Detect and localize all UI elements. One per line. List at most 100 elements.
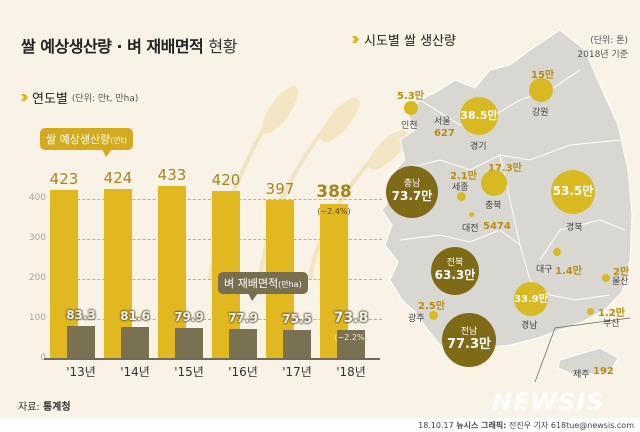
name-gangwon: 강원 [532,108,549,118]
bubble-chungbuk [481,170,507,196]
name-gwangju: 광주 [408,314,425,324]
yearly-unit: (단위: 만t, 만ha) [71,94,139,104]
bar-area-2016 [229,329,257,359]
source-label: 자료: [18,402,40,413]
production-change-2018: (−2.4%) [317,207,351,216]
bullet-icon [21,94,28,101]
bar-area-2014 [121,327,149,359]
callout-unit: (만ha) [278,280,302,289]
bubble-name: 전남 [460,326,478,337]
value-production-2018: 388 [316,182,352,202]
basis-label: 2018년 기준 [577,50,628,60]
bullet-icon [352,36,359,43]
ytick: 300 [28,233,46,243]
credit-author: 전진우 기자 618tue@newsis.com [508,421,634,430]
bubble-daejeon [469,212,474,217]
credit-org: 뉴시스 그래픽: [456,421,507,430]
bubble-ulsan [602,274,610,282]
bubble-jeonnam: 전남 77.3만 [442,313,496,367]
callout-label: 쌀 예상생산량 [46,133,111,146]
name-daejeon: 대전 [462,224,479,234]
value-production-2013: 423 [49,170,79,188]
value-production-2015: 433 [157,166,187,184]
ytick: 0 [16,353,46,363]
bubble-gyeonggi: 38.5만 [460,97,498,135]
name-ulsan: 울산 [612,277,629,287]
title-main: 쌀 예상생산량 · 벼 재배면적 [21,37,204,56]
ytick: 100 [28,313,46,323]
value-production-2014: 424 [103,169,133,187]
value-area-2015: 79.9 [174,310,204,324]
x-label: '16년 [228,365,258,379]
value-area-2018: 73.8 [333,310,369,326]
regional-heading: 시도별 쌀 생산량 [352,30,456,49]
bar-area-2017 [283,330,311,359]
bar-area-2015 [175,328,203,359]
value-daejeon: 5474 [483,221,511,232]
x-label: '15년 [174,365,204,379]
legend-callout-area: 벼 재배면적(만ha) [218,272,308,301]
regional-unit: (단위: 톤) 2018년 기준 [577,34,628,62]
bubble-busan [587,308,594,315]
bubble-incheon [404,101,418,115]
value-incheon: 5.3만 [397,91,424,102]
value-area-2016: 77.9 [228,311,258,325]
bar-area-2018 [337,330,365,359]
bubble-value: 33.9만 [514,293,548,305]
legend-callout-production: 쌀 예상생산량(만t) [40,128,133,157]
value-sejong: 2.1만 [450,171,477,182]
name-busan: 부산 [603,319,620,329]
callout-label: 벼 재배면적 [224,277,279,290]
title-suffix: 현황 [208,37,237,56]
bar-area-2013 [67,326,95,359]
value-area-2014: 81.6 [120,309,150,323]
bubble-name: 충남 [403,179,421,190]
x-axis [44,358,380,360]
bubble-value: 77.3만 [446,336,492,352]
bubble-gangwon [529,78,553,102]
credit-date: 18.10.17 [418,421,454,430]
bubble-name: 전북 [446,258,464,269]
bubble-value: 38.5만 [460,108,498,122]
name-daegu: 대구 [536,265,553,275]
value-gwangju: 2.5만 [418,301,445,312]
bubble-chungnam: 충남 73.7만 [386,166,438,218]
x-label: '14년 [120,365,150,379]
value-jeju: 192 [593,366,614,377]
yearly-heading-label: 연도별 [32,92,68,107]
name-chungbuk: 충북 [485,201,502,211]
name-incheon: 인천 [401,121,418,131]
bubble-gyeongbuk: 53.5만 [551,170,595,214]
value-daegu: 1.4만 [555,266,582,277]
name-gyeonggi: 경기 [470,142,487,152]
source-note: 자료: 통계청 [18,398,71,413]
yearly-heading: 연도별 (단위: 만t, 만ha) [21,88,138,107]
credit-line: 18.10.17 뉴시스 그래픽: 전진우 기자 618tue@newsis.c… [418,420,634,431]
name-gyeongnam: 경남 [521,321,538,331]
bubble-gwangju [429,311,438,320]
unit-label: (단위: 톤) [590,36,628,46]
ytick: 400 [28,193,46,203]
value-chungbuk: 17.3만 [488,163,522,174]
bubble-jeonbuk: 전북 63.3만 [431,247,479,295]
name-sejong: 세종 [452,183,469,193]
bubble-value: 63.3만 [434,268,476,283]
bubble-gyeongnam: 33.9만 [514,282,548,316]
name-gyeongbuk: 경북 [566,223,583,233]
source-value: 통계청 [42,402,71,413]
value-gangwon: 15만 [531,70,555,81]
infographic-canvas: 쌀 예상생산량 · 벼 재배면적 현황 연도별 (단위: 만t, 만ha) 40… [0,0,640,418]
area-change-2018: (−2.2%) [334,333,368,342]
name-jeju: 제주 [573,370,590,380]
bubble-daegu [553,248,561,256]
bubble-sejong [457,192,466,201]
value-area-2017: 75.5 [282,312,312,326]
value-area-2013: 83.3 [66,308,96,322]
bubble-value: 73.7만 [391,189,433,204]
newsis-logo: NEWSIS [492,388,605,416]
x-label: '17년 [282,365,312,379]
name-seoul: 서울 [434,117,451,127]
x-label: '18년 [336,365,366,379]
regional-heading-label: 시도별 쌀 생산량 [364,34,456,49]
x-label: '13년 [66,365,96,379]
